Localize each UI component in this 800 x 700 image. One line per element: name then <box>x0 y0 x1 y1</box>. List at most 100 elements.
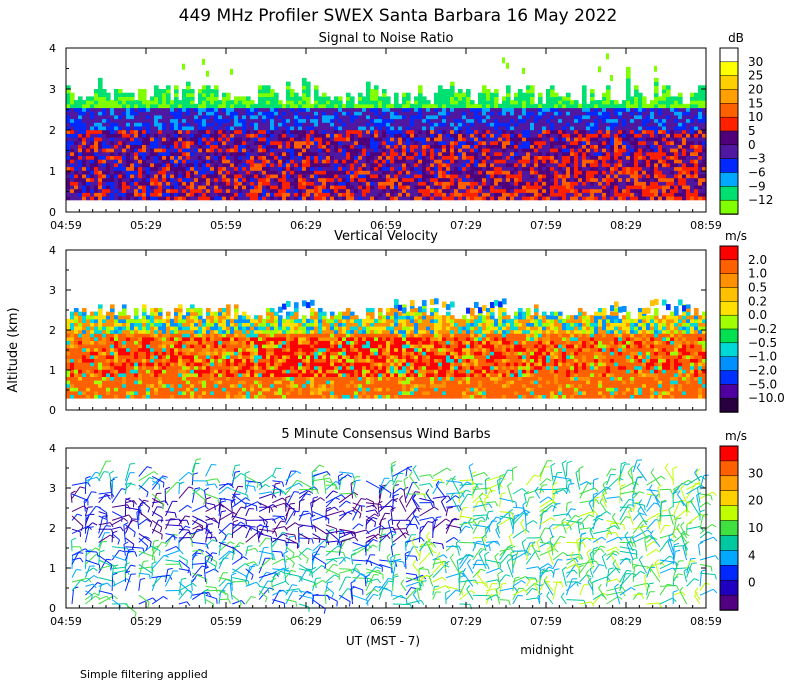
snr-cell <box>510 100 515 105</box>
snr-cell <box>214 188 219 193</box>
snr-cell <box>302 173 307 179</box>
snr-cell <box>442 129 447 134</box>
snr-cell <box>158 114 163 120</box>
snr-cell <box>158 196 163 201</box>
velocity-cell <box>82 347 87 352</box>
snr-cell <box>138 166 143 171</box>
snr-cell <box>354 162 359 168</box>
snr-cell <box>470 177 475 182</box>
velocity-cell <box>98 311 103 316</box>
velocity-cell <box>74 329 79 334</box>
snr-cell <box>294 133 299 138</box>
snr-cell <box>274 151 279 156</box>
snr-cell <box>530 170 535 175</box>
snr-cell <box>286 148 291 153</box>
snr-cell <box>278 111 283 116</box>
snr-cell <box>514 184 519 190</box>
snr-cell <box>158 155 163 160</box>
snr-cell <box>442 96 447 101</box>
snr-cell <box>422 151 427 156</box>
snr-cell <box>674 184 679 190</box>
snr-cell <box>650 144 655 149</box>
snr-cell <box>586 196 591 201</box>
velocity-cell <box>66 387 71 392</box>
snr-cell <box>650 148 655 153</box>
snr-cell <box>610 144 615 149</box>
snr-cell <box>666 89 671 94</box>
snr-cell <box>482 177 487 182</box>
snr-cell <box>206 151 211 156</box>
snr-cell <box>214 89 219 94</box>
snr-cell <box>598 170 603 175</box>
snr-cell <box>578 122 583 127</box>
snr-cell <box>554 100 559 105</box>
snr-cell <box>294 196 299 201</box>
snr-cell <box>510 118 515 123</box>
snr-cell <box>146 118 151 123</box>
snr-cell <box>234 162 239 168</box>
snr-cell <box>266 133 271 138</box>
snr-cell <box>154 125 159 131</box>
snr-cell <box>338 144 343 149</box>
snr-cell <box>334 137 339 142</box>
snr-cell <box>510 125 515 131</box>
colorbar-label: −9 <box>748 179 766 193</box>
snr-cell <box>366 129 371 134</box>
snr-cell <box>98 151 103 156</box>
snr-cell <box>214 125 219 131</box>
snr-cell <box>566 159 571 164</box>
velocity-cell <box>98 344 103 349</box>
snr-cell <box>166 151 171 156</box>
snr-cell <box>134 107 139 112</box>
snr-cell <box>126 192 131 197</box>
snr-cell <box>678 184 683 190</box>
snr-cell <box>314 125 319 131</box>
snr-cell <box>238 159 243 164</box>
snr-cell <box>370 122 375 127</box>
snr-cell <box>458 100 463 105</box>
snr-cell <box>198 151 203 156</box>
snr-cell <box>322 96 327 101</box>
snr-cell <box>106 103 111 109</box>
snr-cell <box>150 96 155 101</box>
snr-cell <box>422 114 427 120</box>
snr-cell <box>118 111 123 116</box>
snr-cell <box>418 184 423 190</box>
snr-cell <box>98 103 103 109</box>
snr-cell <box>294 125 299 131</box>
snr-cell <box>486 192 491 197</box>
snr-cell <box>534 166 539 171</box>
snr-cell <box>622 103 627 109</box>
snr-cell <box>302 114 307 120</box>
snr-cell <box>686 144 691 149</box>
snr-cell <box>698 166 703 171</box>
snr-cell <box>462 137 467 142</box>
snr-cell <box>666 92 671 97</box>
snr-cell <box>90 114 95 120</box>
snr-cell <box>610 181 615 186</box>
snr-cell <box>258 173 263 179</box>
snr-cell <box>366 81 371 86</box>
snr-cell <box>98 81 103 86</box>
snr-cell <box>438 166 443 171</box>
snr-cell <box>358 118 363 123</box>
snr-cell <box>130 111 135 116</box>
snr-cell <box>94 148 99 153</box>
snr-cell <box>318 188 323 193</box>
snr-cell <box>226 133 231 138</box>
snr-cell <box>582 192 587 197</box>
snr-cell <box>174 100 179 105</box>
snr-cell <box>446 166 451 171</box>
snr-cell <box>454 173 459 179</box>
snr-cell <box>326 173 331 179</box>
snr-cell <box>634 107 639 112</box>
snr-cell <box>138 92 143 97</box>
snr-cell <box>334 144 339 149</box>
snr-cell <box>130 96 135 101</box>
snr-cell <box>590 140 595 145</box>
snr-cell <box>574 114 579 120</box>
snr-cell <box>474 184 479 190</box>
snr-cell <box>406 114 411 120</box>
snr-cell <box>194 114 199 120</box>
snr-cell <box>142 148 147 153</box>
